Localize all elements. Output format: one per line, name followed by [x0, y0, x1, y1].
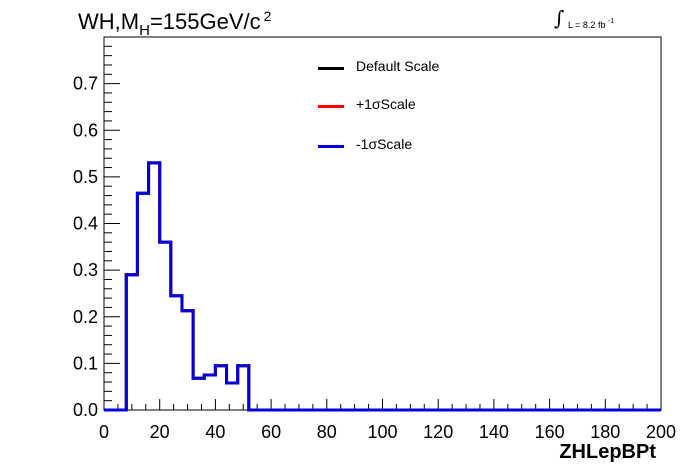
y-tick-label: 0.3 [73, 260, 98, 280]
legend-item-plus1sigma: +1σScale [318, 96, 518, 116]
integral-symbol: ∫ [554, 6, 565, 30]
x-axis-label: ZHLepBPt [559, 441, 656, 463]
legend-swatch-minus1sigma [318, 145, 344, 148]
x-tick-label: 20 [150, 422, 170, 442]
chart-title-superscript: 2 [263, 8, 272, 24]
x-tick-label: 140 [479, 422, 509, 442]
x-tick-label: 0 [99, 422, 109, 442]
legend-item-minus1sigma: -1σScale [318, 136, 518, 156]
x-tick-label: 80 [317, 422, 337, 442]
legend-label-minus1sigma: -1σScale [356, 136, 413, 152]
series-line-1 [104, 161, 661, 412]
legend-swatch-default [318, 67, 344, 70]
x-tick-label: 180 [590, 422, 620, 442]
luminosity-superscript: -1 [607, 18, 615, 25]
series-line-2 [104, 161, 661, 412]
x-tick-label: 160 [535, 422, 565, 442]
chart-title-main: WH,M [78, 9, 140, 34]
legend-label-plus1sigma: +1σScale [356, 96, 416, 112]
x-tick-label: 100 [367, 422, 397, 442]
y-tick-label: 0.2 [73, 307, 98, 327]
chart-title-rest: =155GeV/c [149, 9, 261, 34]
y-tick-label: 0.6 [73, 120, 98, 140]
luminosity-text: L = 8.2 fb [568, 20, 606, 30]
y-tick-label: 0.5 [73, 167, 98, 187]
chart-title-subscript: H [139, 22, 150, 39]
x-tick-label: 120 [423, 422, 453, 442]
y-tick-label: 0.4 [73, 214, 98, 234]
x-tick-label: 60 [261, 422, 281, 442]
x-tick-label: 200 [646, 422, 676, 442]
axis-tick-labels: 0 20 40 60 80 100 120 140 160 180 200 0.0 0.1 0.2 0.3 0… [73, 74, 676, 442]
legend-swatch-plus1sigma [318, 105, 344, 108]
y-tick-label: 0.7 [73, 74, 98, 94]
legend-label-default: Default Scale [356, 58, 440, 74]
chart-title: WH,MH=155GeV/c 2 [78, 8, 271, 39]
plot-frame [103, 36, 662, 411]
legend-item-default: Default Scale [318, 58, 518, 78]
y-tick-label: 0.1 [73, 353, 98, 373]
x-tick-label: 40 [205, 422, 225, 442]
y-tick-label: 0.0 [73, 400, 98, 420]
series-layer [104, 161, 661, 412]
series-line-0 [104, 161, 661, 412]
luminosity-label: ∫ L = 8.2 fb -1 [554, 6, 615, 30]
